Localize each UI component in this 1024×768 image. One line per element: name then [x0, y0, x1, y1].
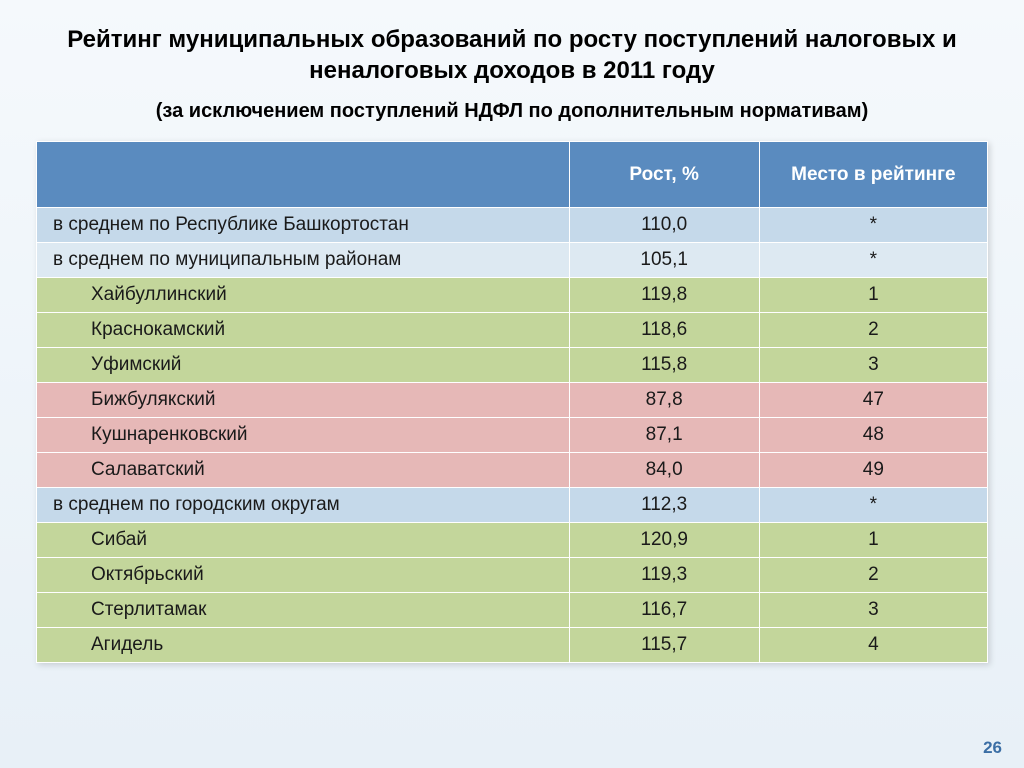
cell-rank: 1: [759, 523, 987, 558]
cell-growth: 116,7: [569, 593, 759, 628]
table-row: в среднем по Республике Башкортостан110,…: [37, 208, 988, 243]
table-row: Октябрьский119,32: [37, 558, 988, 593]
table-row: Салаватский84,049: [37, 453, 988, 488]
cell-rank: *: [759, 243, 987, 278]
cell-rank: 3: [759, 593, 987, 628]
cell-growth: 110,0: [569, 208, 759, 243]
cell-name: Уфимский: [37, 348, 570, 383]
cell-growth: 115,7: [569, 628, 759, 663]
cell-growth: 118,6: [569, 313, 759, 348]
table-row: Стерлитамак116,73: [37, 593, 988, 628]
cell-name: Октябрьский: [37, 558, 570, 593]
cell-growth: 105,1: [569, 243, 759, 278]
table-row: Уфимский115,83: [37, 348, 988, 383]
cell-rank: 2: [759, 558, 987, 593]
cell-rank: 2: [759, 313, 987, 348]
cell-name: Салаватский: [37, 453, 570, 488]
cell-growth: 119,8: [569, 278, 759, 313]
cell-rank: 4: [759, 628, 987, 663]
cell-growth: 120,9: [569, 523, 759, 558]
page-title: Рейтинг муниципальных образований по рос…: [36, 24, 988, 86]
table-row: Бижбулякский87,847: [37, 383, 988, 418]
table-row: Хайбуллинский119,81: [37, 278, 988, 313]
cell-growth: 112,3: [569, 488, 759, 523]
cell-growth: 115,8: [569, 348, 759, 383]
col-header-growth: Рост, %: [569, 142, 759, 208]
page-subtitle: (за исключением поступлений НДФЛ по допо…: [36, 100, 988, 123]
table-row: Краснокамский118,62: [37, 313, 988, 348]
cell-rank: 47: [759, 383, 987, 418]
cell-growth: 87,8: [569, 383, 759, 418]
ranking-table: Рост, % Место в рейтинге в среднем по Ре…: [36, 141, 988, 663]
cell-name: Бижбулякский: [37, 383, 570, 418]
table-row: в среднем по муниципальным районам105,1*: [37, 243, 988, 278]
cell-rank: *: [759, 488, 987, 523]
cell-name: в среднем по Республике Башкортостан: [37, 208, 570, 243]
col-header-name: [37, 142, 570, 208]
cell-name: Сибай: [37, 523, 570, 558]
cell-rank: 3: [759, 348, 987, 383]
cell-rank: 1: [759, 278, 987, 313]
cell-name: в среднем по городским округам: [37, 488, 570, 523]
table-row: Агидель115,74: [37, 628, 988, 663]
cell-growth: 87,1: [569, 418, 759, 453]
table-row: Сибай120,91: [37, 523, 988, 558]
cell-rank: *: [759, 208, 987, 243]
cell-name: Агидель: [37, 628, 570, 663]
cell-growth: 119,3: [569, 558, 759, 593]
page-number: 26: [983, 738, 1002, 758]
cell-rank: 48: [759, 418, 987, 453]
cell-rank: 49: [759, 453, 987, 488]
cell-name: в среднем по муниципальным районам: [37, 243, 570, 278]
table-body: в среднем по Республике Башкортостан110,…: [37, 208, 988, 663]
table-row: Кушнаренковский87,148: [37, 418, 988, 453]
cell-name: Стерлитамак: [37, 593, 570, 628]
table-row: в среднем по городским округам112,3*: [37, 488, 988, 523]
cell-name: Краснокамский: [37, 313, 570, 348]
cell-growth: 84,0: [569, 453, 759, 488]
cell-name: Хайбуллинский: [37, 278, 570, 313]
table-header-row: Рост, % Место в рейтинге: [37, 142, 988, 208]
col-header-rank: Место в рейтинге: [759, 142, 987, 208]
cell-name: Кушнаренковский: [37, 418, 570, 453]
